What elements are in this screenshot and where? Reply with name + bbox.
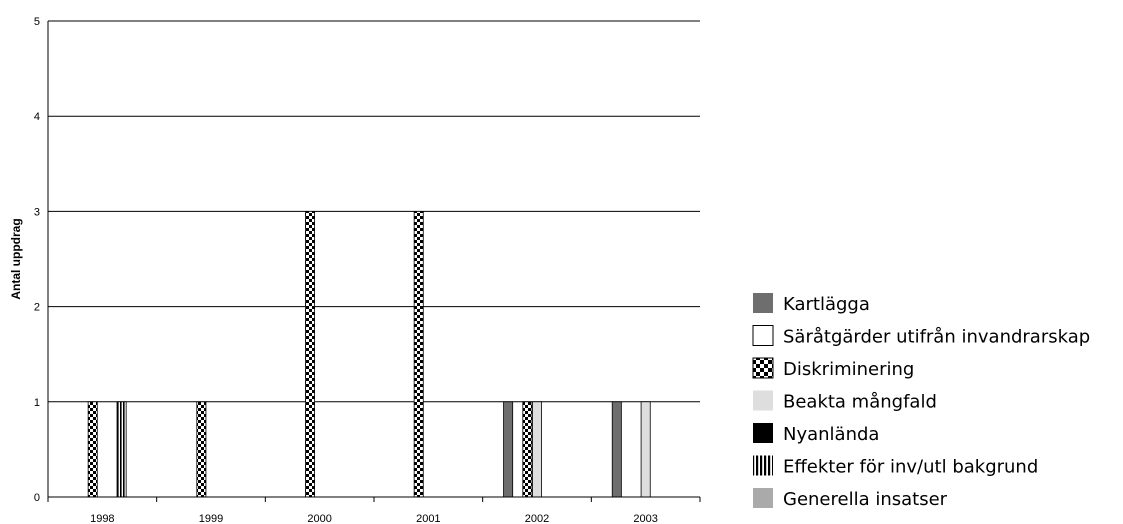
- bar: [87, 401, 98, 498]
- legend-label: Säråtgärder utifrån invandrarskap: [783, 327, 1090, 348]
- legend-swatch: [753, 455, 773, 476]
- y-tick-label: 2: [34, 302, 40, 314]
- bar: [413, 210, 424, 498]
- bar: [640, 401, 651, 498]
- x-tick-label: 2000: [307, 513, 331, 524]
- bar: [196, 401, 207, 498]
- legend-swatch: [753, 423, 773, 443]
- x-tick-label: 2003: [633, 513, 657, 524]
- bar: [305, 210, 316, 498]
- x-tick-label: 1999: [199, 513, 223, 524]
- legend-label: Diskriminering: [783, 359, 914, 380]
- x-tick-label: 2001: [416, 513, 440, 524]
- legend-swatch: [753, 488, 773, 508]
- x-tick-label: 2002: [525, 513, 549, 524]
- y-tick-label: 1: [34, 397, 40, 409]
- x-tick-labels: 1998 1999 2000 2001 2002 2003: [90, 513, 658, 524]
- legend-swatch: [753, 390, 773, 411]
- bar: [503, 401, 514, 498]
- legend-swatch: [752, 325, 774, 346]
- bar: [532, 401, 542, 498]
- legend-label: Beakta mångfald: [783, 392, 937, 413]
- bars: [87, 210, 651, 498]
- y-axis-title: Antal uppdrag: [9, 218, 23, 299]
- y-tick-labels: 0 1 2 3 4 5: [34, 16, 40, 504]
- y-tick-label: 3: [34, 206, 40, 218]
- legend-label: Nyanlända: [783, 424, 879, 445]
- y-tick-label: 5: [34, 16, 40, 28]
- legend-swatch: [753, 293, 773, 313]
- legend-label: Generella insatser: [783, 489, 948, 510]
- y-tick-label: 0: [34, 492, 40, 504]
- bar: [611, 401, 622, 498]
- bar: [116, 401, 127, 498]
- axes: [47, 21, 701, 502]
- legend-label: Kartlägga: [783, 294, 870, 315]
- legend-swatch: [752, 357, 774, 379]
- legend: Kartlägga Säråtgärder utifrån invandrarsk…: [752, 293, 1090, 510]
- bar: [522, 401, 533, 498]
- x-tick-label: 1998: [90, 513, 114, 524]
- y-tick-label: 4: [34, 111, 40, 123]
- legend-label: Effekter för inv/utl bakgrund: [783, 457, 1038, 478]
- gridlines: [48, 20, 700, 403]
